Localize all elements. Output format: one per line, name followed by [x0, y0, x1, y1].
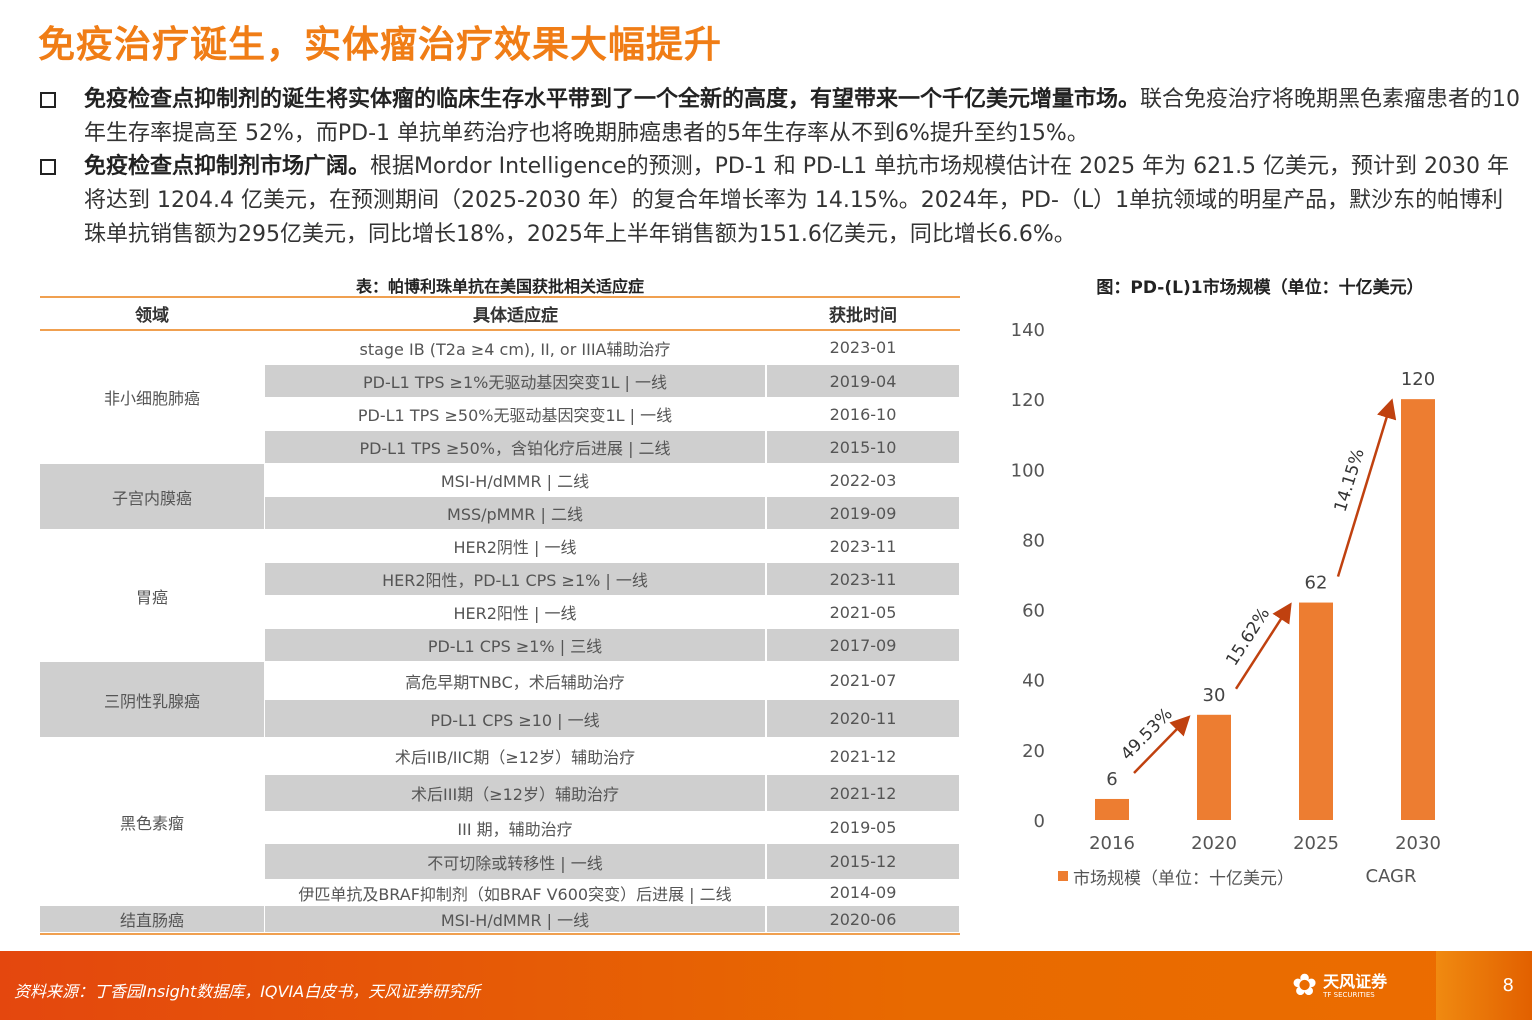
cagr-label: 14.15% — [1331, 446, 1369, 514]
market-size-chart: 0 20 40 60 80 100 120 140 6 2016 30 2020 62 2025 120 20… — [1011, 320, 1441, 889]
approval-date-cell: 2021-07 — [829, 671, 897, 690]
flower-logo-icon: ✿ — [1292, 968, 1318, 1003]
chart-title: 图：PD-(L)1市场规模（单位：十亿美元） — [1096, 278, 1424, 298]
indications-table: 领域 具体适应症 获批时间 stage IB (T2a ≥4 cm), II, or … — [40, 296, 960, 935]
y-tick-label: 120 — [1011, 390, 1045, 411]
approval-date-cell: 2023-11 — [829, 536, 897, 556]
bullet-1-text: 联合免疫治疗将晚期黑色素瘤患者的10年生存率提高至 52%，而PD-1 单抗单药… — [84, 87, 1521, 146]
field-cell: 胃癌 — [135, 587, 168, 607]
bar-2020 — [1197, 714, 1231, 820]
field-cell: 结直肠癌 — [40, 906, 264, 932]
footer: 资料来源：丁香园Insight数据库，IQVIA白皮书，天风证券研究所 ✿ 天风… — [0, 951, 1532, 1020]
bar-2016 — [1095, 798, 1129, 820]
bullet-1-bold: 免疫检查点抑制剂的诞生将实体瘤的临床生存水平带到了一个全新的高度，有望带来一个千… — [84, 87, 1141, 112]
cagr-label: 15.62% — [1222, 604, 1274, 669]
indication-cell: PD-L1 TPS ≥50%无驱动基因突变1L | 一线 — [357, 406, 673, 425]
indication-cell: 高危早期TNBC，术后辅助治疗 — [405, 672, 625, 692]
indication-cell: MSS/pMMR | 二线 — [265, 497, 765, 529]
indication-cell: MSI-H/dMMR | 一线 — [265, 906, 765, 932]
field-cell: 非小细胞肺癌 — [103, 389, 200, 408]
approval-date-cell: 2021-12 — [829, 746, 897, 766]
x-tick-label: 2025 — [1293, 833, 1339, 854]
cagr-arrow — [1133, 715, 1191, 774]
approval-date-cell: 2020-11 — [767, 700, 959, 737]
y-tick-label: 0 — [1034, 811, 1045, 832]
y-tick-label: 140 — [1011, 320, 1045, 341]
table-header-1: 具体适应症 — [473, 306, 558, 326]
approval-date-cell: 2020-06 — [767, 906, 959, 932]
x-tick-label: 2016 — [1089, 833, 1135, 854]
legend-cagr-label: CAGR — [1365, 866, 1416, 887]
indication-cell: 术后III期（≥12岁）辅助治疗 — [265, 775, 765, 811]
y-tick-label: 80 — [1022, 530, 1045, 551]
field-cell: 黑色素瘤 — [119, 813, 184, 833]
page-number: 8 — [1436, 951, 1532, 1020]
indication-cell: stage IB (T2a ≥4 cm), II, or IIIA辅助治疗 — [359, 339, 671, 359]
page-title: 免疫治疗诞生，实体瘤治疗效果大幅提升 — [38, 23, 722, 66]
indication-cell: PD-L1 TPS ≥1%无驱动基因突变1L | 一线 — [265, 365, 765, 397]
y-tick-label: 60 — [1022, 601, 1045, 622]
approval-date-cell: 2015-12 — [767, 844, 959, 879]
indication-cell: MSI-H/dMMR | 二线 — [440, 472, 590, 491]
approval-date-cell: 2019-09 — [767, 497, 959, 529]
bar-2030 — [1401, 399, 1435, 820]
legend-label: 市场规模（单位：十亿美元） — [1073, 869, 1294, 889]
table-header-2: 获批时间 — [829, 306, 897, 326]
bar-2025 — [1299, 602, 1333, 820]
bar-value-label: 6 — [1106, 769, 1117, 790]
y-tick-label: 20 — [1022, 741, 1045, 762]
approval-date-cell: 2023-11 — [767, 563, 959, 595]
approval-date-cell: 2022-03 — [829, 470, 897, 490]
bullet-2-text: 根据Mordor Intelligence的预测，PD-1 和 PD-L1 单抗… — [84, 154, 1510, 247]
indication-cell: PD-L1 CPS ≥1% | 三线 — [265, 629, 765, 661]
y-tick-label: 40 — [1022, 671, 1045, 692]
bullet-1: 免疫检查点抑制剂的诞生将实体瘤的临床生存水平带到了一个全新的高度，有望带来一个千… — [40, 83, 1520, 151]
field-cell: 子宫内膜癌 — [40, 464, 264, 529]
cagr-arrow — [1336, 398, 1397, 577]
table-rule — [40, 296, 960, 298]
indication-cell: HER2阳性，PD-L1 CPS ≥1% | 一线 — [265, 563, 765, 595]
x-tick-label: 2020 — [1191, 833, 1237, 854]
indication-cell: III 期，辅助治疗 — [457, 819, 573, 839]
approval-date-cell: 2019-05 — [829, 818, 897, 837]
approval-date-cell: 2021-05 — [829, 602, 897, 622]
approval-date-cell: 2014-09 — [829, 883, 897, 902]
indication-cell: PD-L1 CPS ≥10 | 一线 — [265, 700, 765, 737]
cagr-label: 49.53% — [1117, 704, 1177, 764]
bullet-2-bold: 免疫检查点抑制剂市场广阔。 — [84, 154, 371, 179]
brand-logo: ✿ 天风证券 TF SECURITIES — [1292, 968, 1387, 1003]
legend-swatch — [1058, 871, 1068, 881]
square-bullet-icon — [40, 159, 56, 175]
bar-value-label: 120 — [1401, 369, 1435, 390]
table-title: 表：帕博利珠单抗在美国获批相关适应症 — [355, 277, 644, 296]
indication-cell: 术后IIB/IIC期（≥12岁）辅助治疗 — [394, 748, 636, 767]
indication-cell: 伊匹单抗及BRAF抑制剂（如BRAF V600突变）后进展 | 二线 — [298, 884, 732, 904]
indication-cell: HER2阳性 | 一线 — [453, 604, 577, 623]
field-cell: 三阴性乳腺癌 — [40, 662, 264, 737]
approval-date-cell: 2023-01 — [829, 338, 897, 357]
y-tick-label: 100 — [1011, 460, 1045, 481]
approval-date-cell: 2019-04 — [767, 365, 959, 397]
cagr-arrow — [1234, 602, 1292, 690]
indication-cell: 不可切除或转移性 | 一线 — [265, 844, 765, 879]
source-note: 资料来源：丁香园Insight数据库，IQVIA白皮书，天风证券研究所 — [14, 982, 481, 1001]
square-bullet-icon — [40, 92, 56, 108]
indication-cell: HER2阴性 | 一线 — [453, 538, 577, 557]
approval-date-cell: 2017-09 — [767, 629, 959, 661]
approval-date-cell: 2016-10 — [829, 404, 897, 424]
bar-value-label: 62 — [1305, 573, 1328, 594]
bar-value-label: 30 — [1203, 685, 1226, 706]
approval-date-cell: 2021-12 — [767, 775, 959, 811]
logo-name: 天风证券 — [1323, 972, 1388, 991]
table-header-0: 领域 — [135, 306, 169, 326]
table-rule — [40, 329, 960, 331]
table-rule — [40, 933, 960, 935]
logo-sub: TF SECURITIES — [1323, 991, 1375, 999]
indication-cell: PD-L1 TPS ≥50%，含铂化疗后进展 | 二线 — [265, 431, 765, 463]
bullet-2: 免疫检查点抑制剂市场广阔。根据Mordor Intelligence的预测，PD… — [40, 150, 1520, 252]
x-tick-label: 2030 — [1395, 833, 1441, 854]
approval-date-cell: 2015-10 — [767, 431, 959, 463]
